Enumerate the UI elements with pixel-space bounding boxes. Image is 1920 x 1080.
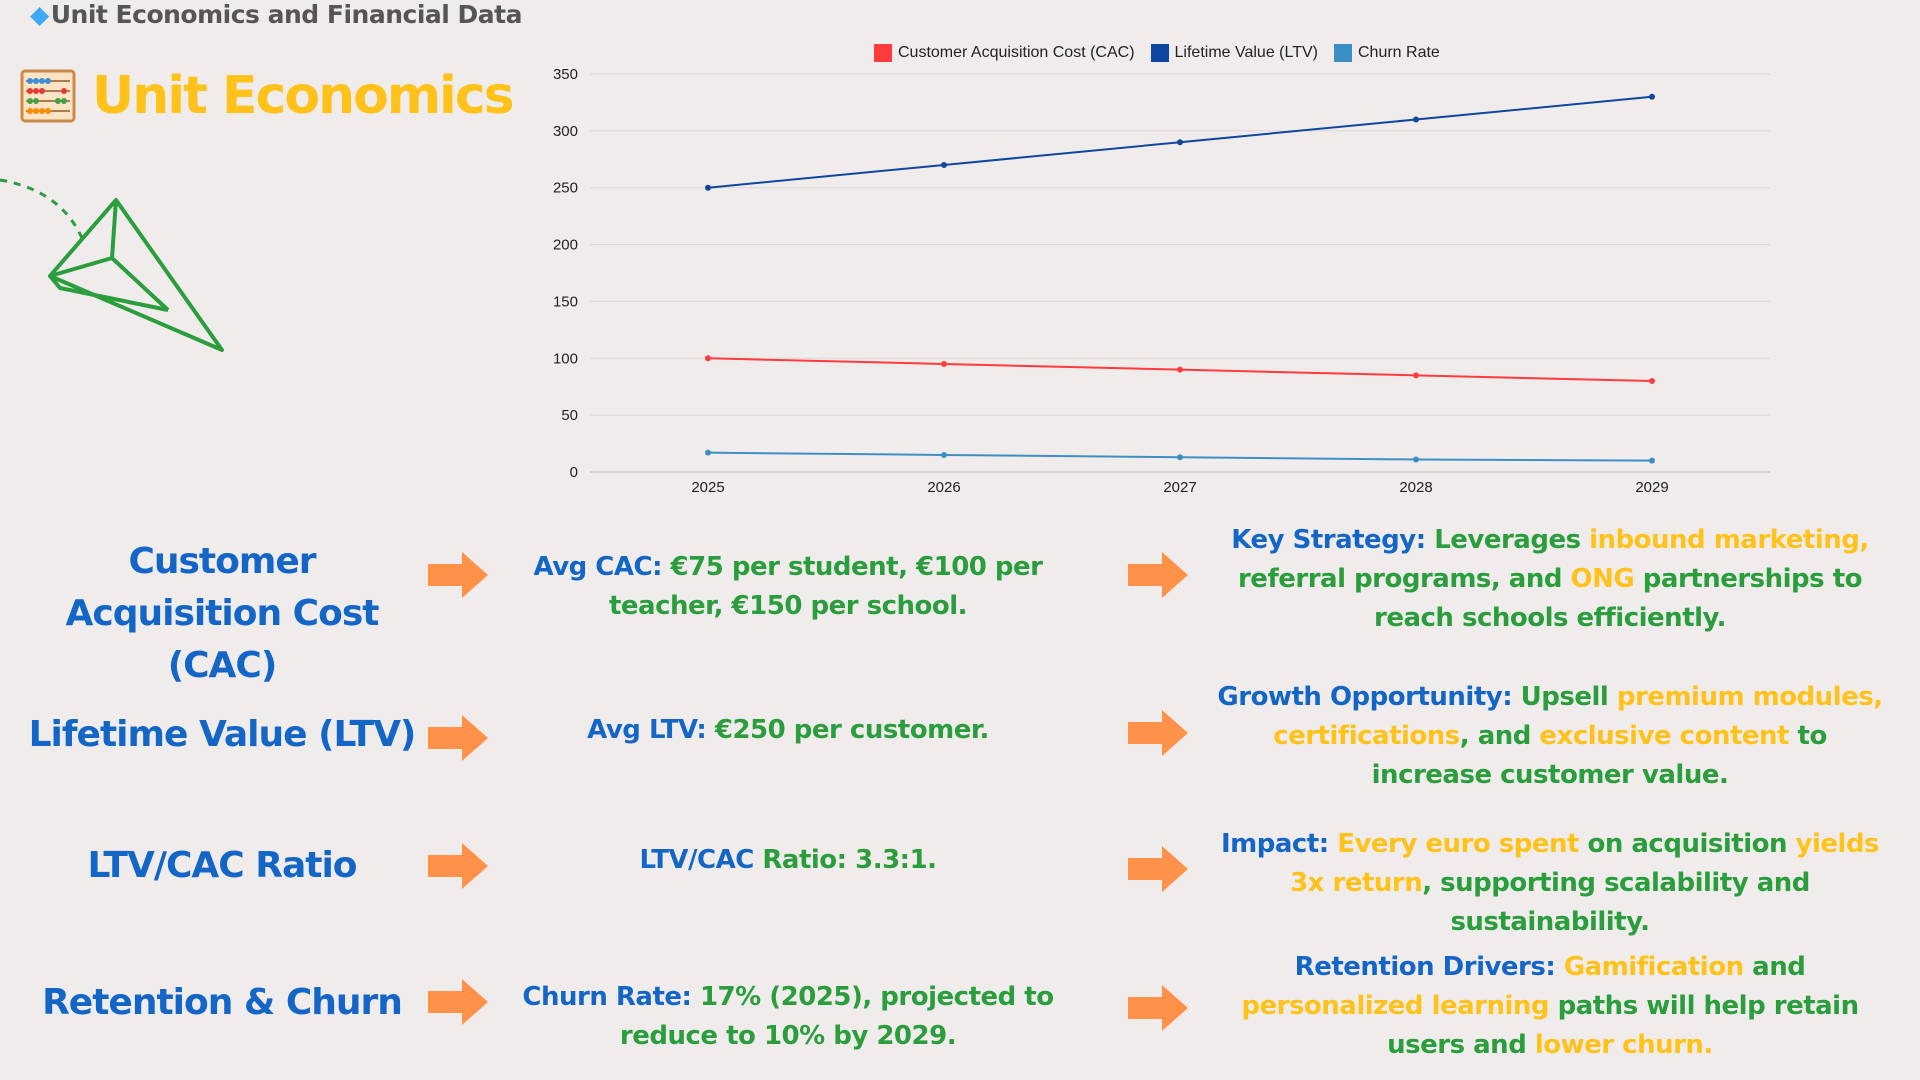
text-segment: referral programs, and — [1237, 564, 1571, 594]
arrow-right-icon — [428, 979, 488, 1025]
data-point — [1413, 116, 1419, 123]
text-segment: lower churn. — [1534, 1030, 1713, 1060]
text-segment: Ratio: 3.3:1. — [762, 845, 937, 875]
data-point — [1177, 454, 1183, 461]
text-segment: 17% (2025), projected to reduce to 10% b… — [619, 982, 1054, 1051]
paper-plane-icon — [0, 178, 224, 352]
legend-item-churn: Churn Rate — [1333, 44, 1440, 62]
text-segment: and — [1743, 952, 1806, 982]
data-point — [705, 449, 711, 456]
x-tick-label: 2026 — [927, 479, 960, 496]
text-segment: Gamification — [1563, 952, 1744, 982]
text-segment: Avg CAC: — [533, 552, 671, 582]
row-mid-cac: Avg CAC: €75 per student, €100 per teach… — [490, 548, 1086, 626]
text-segment: on acquisition — [1578, 829, 1796, 859]
text-segment: premium modules, certifications — [1273, 682, 1883, 751]
y-tick-label: 200 — [553, 237, 578, 254]
row-right-retention: Retention Drivers: Gamification and pers… — [1210, 948, 1890, 1065]
data-point — [1177, 366, 1183, 373]
top-header-title: Unit Economics and Financial Data — [50, 0, 523, 29]
legend-swatch-cac — [874, 44, 892, 62]
y-tick-label: 350 — [553, 66, 578, 83]
y-tick-label: 150 — [553, 293, 578, 310]
text-segment: Key Strategy: — [1231, 525, 1435, 555]
arrow-right-icon — [1128, 710, 1188, 756]
data-point — [705, 184, 711, 191]
x-tick-label: 2025 — [691, 479, 724, 496]
data-point — [941, 161, 947, 168]
text-segment: partnerships to reach schools efficientl… — [1374, 564, 1862, 633]
data-point — [1649, 93, 1655, 100]
text-segment: Upsell — [1520, 682, 1617, 712]
chart-legend: Customer Acquisition Cost (CAC) Lifetime… — [874, 44, 1440, 62]
text-segment: paths will help retain users and — [1387, 991, 1859, 1060]
row-right-ltv: Growth Opportunity: Upsell premium modul… — [1210, 678, 1890, 795]
text-segment: personalized learning — [1241, 991, 1550, 1021]
arrow-right-icon — [1128, 846, 1188, 892]
text-segment: ONG — [1570, 564, 1635, 594]
legend-label-ltv: Lifetime Value (LTV) — [1174, 44, 1318, 61]
arrow-right-icon — [428, 715, 488, 761]
top-header: ◆Unit Economics and Financial Data — [30, 0, 522, 29]
legend-label-cac: Customer Acquisition Cost (CAC) — [898, 44, 1135, 61]
text-segment: Churn Rate: — [522, 982, 700, 1012]
data-point — [705, 355, 711, 362]
gem-icon: ◆ — [30, 0, 49, 29]
text-segment: inbound marketing, — [1589, 525, 1869, 555]
legend-swatch-ltv — [1150, 44, 1169, 62]
x-tick-label: 2029 — [1635, 479, 1668, 496]
line-chart: 0 50 100 150 200 250 300 350 2025 2026 2027 2028 202… — [553, 66, 1770, 496]
text-segment: Retention Drivers: — [1294, 952, 1564, 982]
row-label-ltv: Lifetime Value (LTV) — [28, 714, 417, 755]
x-tick-label: 2028 — [1399, 479, 1432, 496]
text-segment: Avg LTV: — [587, 715, 715, 745]
x-tick-label: 2027 — [1163, 479, 1196, 496]
data-point — [1413, 372, 1419, 379]
legend-item-cac: Customer Acquisition Cost (CAC) — [874, 44, 1135, 62]
data-point — [1649, 378, 1655, 385]
data-point — [1649, 457, 1655, 464]
row-label-retention: Retention & Churn — [42, 982, 403, 1023]
text-segment: exclusive content — [1539, 721, 1789, 751]
y-tick-label: 50 — [561, 407, 578, 424]
y-tick-label: 0 — [570, 464, 578, 481]
row-mid-ltv: Avg LTV: €250 per customer. — [490, 711, 1086, 750]
text-segment: €250 per customer. — [714, 715, 989, 745]
y-tick-label: 250 — [553, 180, 578, 197]
arrow-right-icon — [428, 552, 488, 598]
abacus-icon — [20, 69, 76, 123]
arrow-right-icon — [1128, 552, 1188, 598]
row-label-cac: Customer Acquisition Cost (CAC) — [65, 541, 380, 686]
row-mid-retention: Churn Rate: 17% (2025), projected to red… — [490, 978, 1086, 1056]
arrow-right-icon — [1128, 985, 1188, 1031]
text-segment: Growth Opportunity: — [1217, 682, 1521, 712]
text-segment: Every euro spent — [1337, 829, 1579, 859]
data-point — [941, 451, 947, 458]
text-segment: Impact: — [1220, 829, 1338, 859]
text-segment: , supporting scalability and sustainabil… — [1422, 868, 1810, 937]
text-segment: yields 3x return — [1290, 829, 1880, 898]
data-point — [1413, 456, 1419, 463]
row-label-ratio: LTV/CAC Ratio — [87, 845, 357, 886]
data-point — [1177, 139, 1183, 146]
page-title-text: Unit Economics — [92, 66, 515, 126]
text-segment: Leverages — [1434, 525, 1590, 555]
text-segment: €75 per student, €100 per teacher, €150 … — [608, 552, 1043, 621]
y-tick-label: 100 — [553, 350, 578, 367]
arrow-right-icon — [428, 843, 488, 889]
row-right-ratio: Impact: Every euro spent on acquisition … — [1210, 825, 1890, 942]
legend-swatch-churn — [1333, 44, 1352, 62]
y-tick-label: 300 — [553, 123, 578, 140]
text-segment: LTV/CAC — [639, 845, 763, 875]
row-mid-ratio: LTV/CAC Ratio: 3.3:1. — [490, 841, 1086, 880]
legend-item-ltv: Lifetime Value (LTV) — [1150, 44, 1318, 62]
page-title: Unit Economics — [20, 66, 515, 126]
text-segment: , and — [1459, 721, 1540, 751]
data-point — [941, 360, 947, 367]
row-right-cac: Key Strategy: Leverages inbound marketin… — [1210, 521, 1890, 638]
legend-label-churn: Churn Rate — [1357, 44, 1440, 61]
text-segment: to increase customer value. — [1371, 721, 1828, 790]
